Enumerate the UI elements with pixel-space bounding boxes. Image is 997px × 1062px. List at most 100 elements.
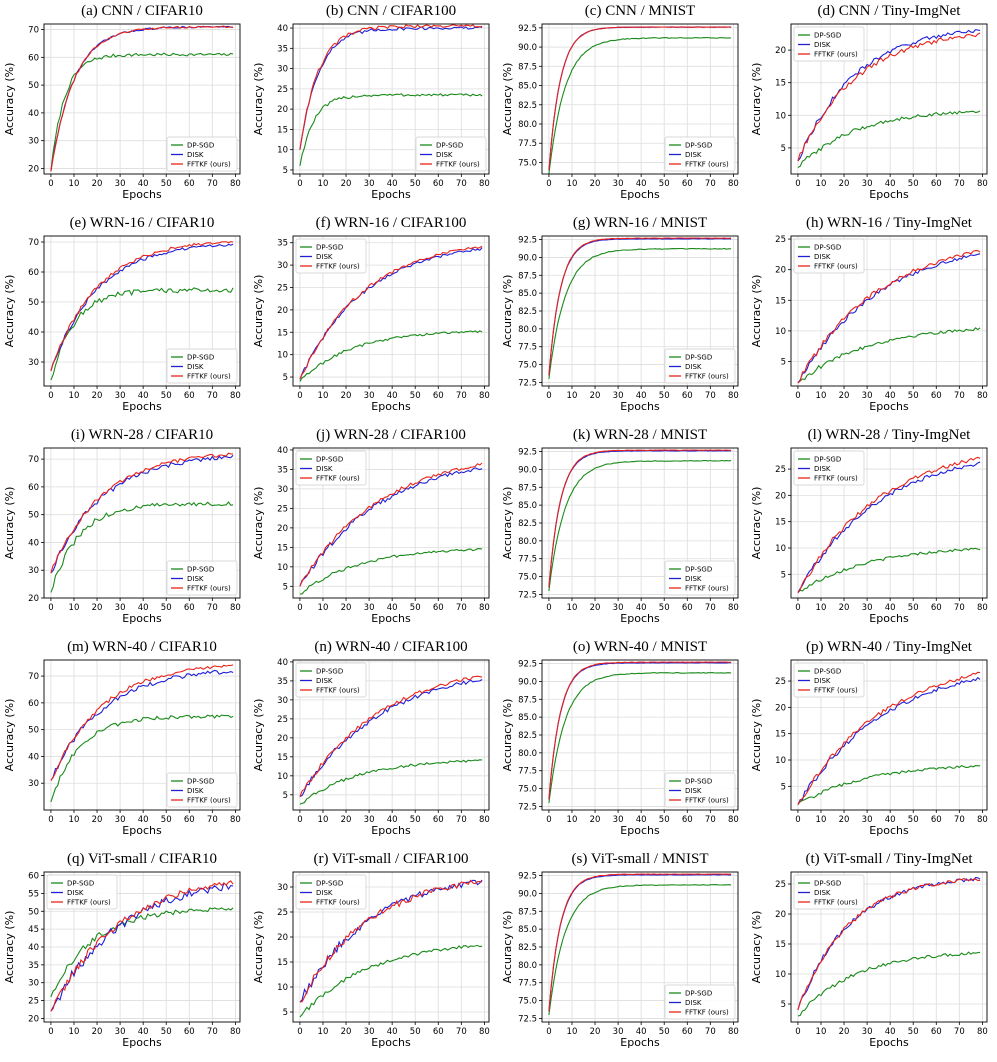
x-tick-label: 60 — [184, 603, 195, 613]
legend-box — [793, 450, 865, 486]
y-tick-label: 90.0 — [518, 889, 537, 899]
y-tick-label: 10 — [277, 351, 288, 361]
x-tick-label: 0 — [795, 391, 800, 401]
chart-panel-1: (b) CNN / CIFAR100 5 10 15 20 25 30 35 40 0 10 20 30… — [252, 3, 490, 201]
x-tick-label: 30 — [364, 179, 375, 189]
y-tick-label: 10 — [277, 563, 288, 573]
x-axis-label: Epochs — [869, 400, 909, 413]
legend-label: FFTKF (ours) — [685, 1009, 729, 1017]
series-line-dp-sgd — [797, 764, 981, 806]
y-tick-label: 15 — [775, 730, 786, 740]
y-tick-label: 55 — [28, 889, 39, 899]
y-tick-label: 60 — [28, 872, 39, 882]
y-tick-label: 40 — [28, 943, 39, 953]
y-tick-label: 92.5 — [518, 660, 537, 670]
y-axis-label: Accuracy (%) — [3, 699, 16, 772]
y-tick-label: 20 — [277, 306, 288, 316]
x-tick-label: 10 — [567, 391, 578, 401]
y-axis-label: Accuracy (%) — [750, 63, 763, 136]
legend-label: DISK — [685, 151, 702, 159]
x-tick-label: 70 — [207, 1027, 218, 1037]
x-tick-label: 40 — [885, 391, 896, 401]
x-tick-label: 80 — [728, 179, 739, 189]
legend-label: DP-SGD — [814, 668, 841, 676]
chart-title: (s) ViT-small / MNIST — [571, 851, 708, 867]
x-tick-label: 0 — [795, 1027, 800, 1037]
chart-panel-6: (g) WRN-16 / MNIST 72.5 75.0 77.5 80.0 82.5 85… — [501, 215, 739, 413]
chart-title: (e) WRN-16 / CIFAR10 — [70, 215, 215, 231]
y-tick-label: 85.0 — [518, 501, 537, 511]
chart-title: (g) WRN-16 / MNIST — [573, 215, 707, 231]
legend-label: DISK — [685, 999, 702, 1007]
x-tick-label: 0 — [546, 391, 551, 401]
x-axis-label: Epochs — [371, 824, 411, 837]
series-line-fftkf-ours- — [299, 675, 483, 797]
y-tick-label: 60 — [28, 268, 39, 278]
series-line-dp-sgd — [299, 944, 483, 1018]
x-tick-label: 30 — [862, 603, 873, 613]
plot-frame — [790, 871, 988, 1023]
legend-label: FFTKF (ours) — [814, 263, 858, 271]
plot-frame — [790, 235, 988, 387]
series-line-fftkf-ours- — [797, 250, 981, 384]
y-tick-label: 85.0 — [518, 713, 537, 723]
x-tick-label: 20 — [839, 603, 850, 613]
x-tick-label: 10 — [69, 391, 80, 401]
legend-label: FFTKF (ours) — [814, 687, 858, 695]
plot-frame — [43, 235, 241, 387]
y-axis-label: Accuracy (%) — [750, 487, 763, 560]
x-tick-label: 60 — [433, 179, 444, 189]
x-tick-label: 20 — [92, 815, 103, 825]
x-tick-label: 50 — [659, 1027, 670, 1037]
chart-panel-14: (o) WRN-40 / MNIST 72.5 75.0 77.5 80.0 82.5 85… — [501, 639, 739, 837]
x-tick-label: 50 — [908, 815, 919, 825]
y-tick-label: 40 — [28, 109, 39, 119]
x-tick-label: 30 — [613, 1027, 624, 1037]
x-tick-label: 60 — [931, 391, 942, 401]
x-axis-label: Epochs — [122, 1036, 162, 1049]
y-tick-label: 10 — [775, 327, 786, 337]
x-tick-label: 40 — [138, 815, 149, 825]
y-tick-label: 35 — [28, 961, 39, 971]
legend-label: FFTKF (ours) — [67, 899, 111, 907]
legend-label: DP-SGD — [814, 456, 841, 464]
y-tick-label: 5 — [283, 582, 288, 592]
x-axis-label: Epochs — [620, 400, 660, 413]
x-tick-label: 0 — [48, 603, 53, 613]
x-axis-label: Epochs — [122, 188, 162, 201]
plot-frame — [292, 871, 490, 1023]
legend-label: FFTKF (ours) — [814, 51, 858, 59]
chart-panel-17: (r) ViT-small / CIFAR100 5 10 15 20 25 30 0 10 20… — [252, 851, 490, 1049]
x-tick-label: 40 — [138, 1027, 149, 1037]
x-tick-label: 70 — [207, 603, 218, 613]
y-tick-label: 5 — [781, 570, 786, 580]
y-tick-label: 92.5 — [518, 448, 537, 458]
y-axis-label: Accuracy (%) — [252, 487, 265, 560]
legend-label: DISK — [316, 889, 333, 897]
y-tick-label: 60 — [28, 699, 39, 709]
x-tick-label: 70 — [954, 603, 965, 613]
x-tick-label: 50 — [410, 391, 421, 401]
y-tick-label: 87.5 — [518, 62, 537, 72]
x-axis-label: Epochs — [371, 400, 411, 413]
x-tick-label: 0 — [297, 391, 302, 401]
x-tick-label: 50 — [161, 391, 172, 401]
legend-label: DP-SGD — [316, 880, 343, 888]
legend-label: FFTKF (ours) — [814, 899, 858, 907]
x-tick-label: 40 — [885, 1027, 896, 1037]
x-tick-label: 0 — [297, 603, 302, 613]
x-tick-label: 40 — [387, 603, 398, 613]
y-tick-label: 92.5 — [518, 872, 537, 882]
x-tick-label: 10 — [816, 179, 827, 189]
x-axis-label: Epochs — [122, 824, 162, 837]
legend-label: DISK — [187, 575, 204, 583]
chart-title: (h) WRN-16 / Tiny-ImgNet — [806, 215, 973, 231]
x-tick-label: 40 — [636, 179, 647, 189]
y-tick-label: 72.5 — [518, 378, 537, 388]
y-tick-label: 77.5 — [518, 343, 537, 353]
series-line-dp-sgd — [50, 907, 234, 998]
